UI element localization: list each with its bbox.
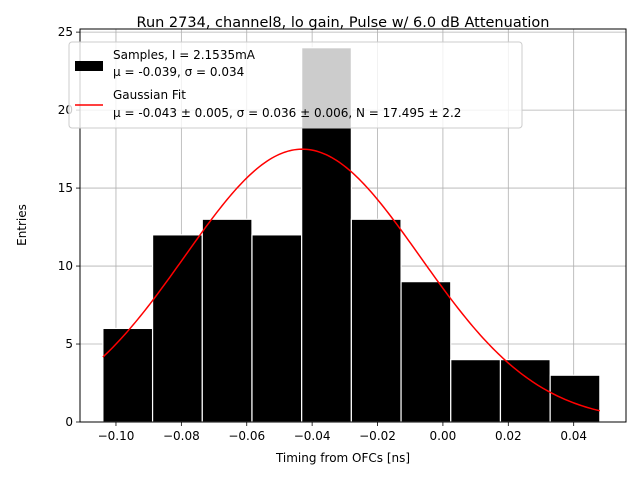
histogram-bar: [350, 218, 402, 423]
x-tick-label: −0.02: [359, 429, 396, 443]
histogram-bar: [499, 359, 551, 423]
legend-samples-swatch: [75, 61, 103, 71]
histogram-bar: [102, 327, 154, 423]
gaussian-fit-curve: [102, 148, 601, 412]
y-axis-label: Entries: [15, 204, 29, 246]
axes-frame: [79, 28, 627, 423]
x-tick-label: 0.04: [560, 429, 587, 443]
chart-title: Run 2734, channel8, lo gain, Pulse w/ 6.…: [137, 15, 550, 31]
y-tick-label: 10: [58, 259, 73, 273]
histogram-bar: [400, 281, 452, 423]
y-tick-label: 25: [58, 25, 73, 39]
legend-fit-line1: Gaussian Fit: [113, 88, 186, 102]
x-tick-label: −0.06: [228, 429, 265, 443]
x-axis-label: Timing from OFCs [ns]: [275, 451, 410, 465]
y-tick-label: 5: [65, 337, 73, 351]
y-tick-label: 0: [65, 415, 73, 429]
legend-samples-line2: μ = -0.039, σ = 0.034: [113, 65, 244, 79]
y-tick-label: 15: [58, 181, 73, 195]
histogram-bar: [450, 359, 502, 423]
gaussian-fit-layer: [102, 148, 601, 412]
legend: Samples, I = 2.1535mA μ = -0.039, σ = 0.…: [68, 41, 523, 129]
histogram-bar: [549, 374, 601, 423]
x-tick-label: 0.02: [495, 429, 522, 443]
legend-fit-line2: μ = -0.043 ± 0.005, σ = 0.036 ± 0.006, N…: [113, 106, 461, 120]
histogram-bars: [102, 47, 601, 423]
x-tick-label: 0.00: [430, 429, 457, 443]
histogram-bar: [201, 218, 253, 423]
histogram-bar: [251, 234, 303, 423]
legend-samples-line1: Samples, I = 2.1535mA: [113, 48, 256, 62]
x-tick-label: −0.04: [294, 429, 331, 443]
x-axis-ticks: −0.10 −0.08 −0.06 −0.04 −0.02 0.00 0.02 0.04: [98, 422, 587, 443]
x-tick-label: −0.10: [98, 429, 135, 443]
x-tick-label: −0.08: [163, 429, 200, 443]
histogram-bar: [151, 234, 203, 423]
legend-box: [68, 41, 523, 129]
